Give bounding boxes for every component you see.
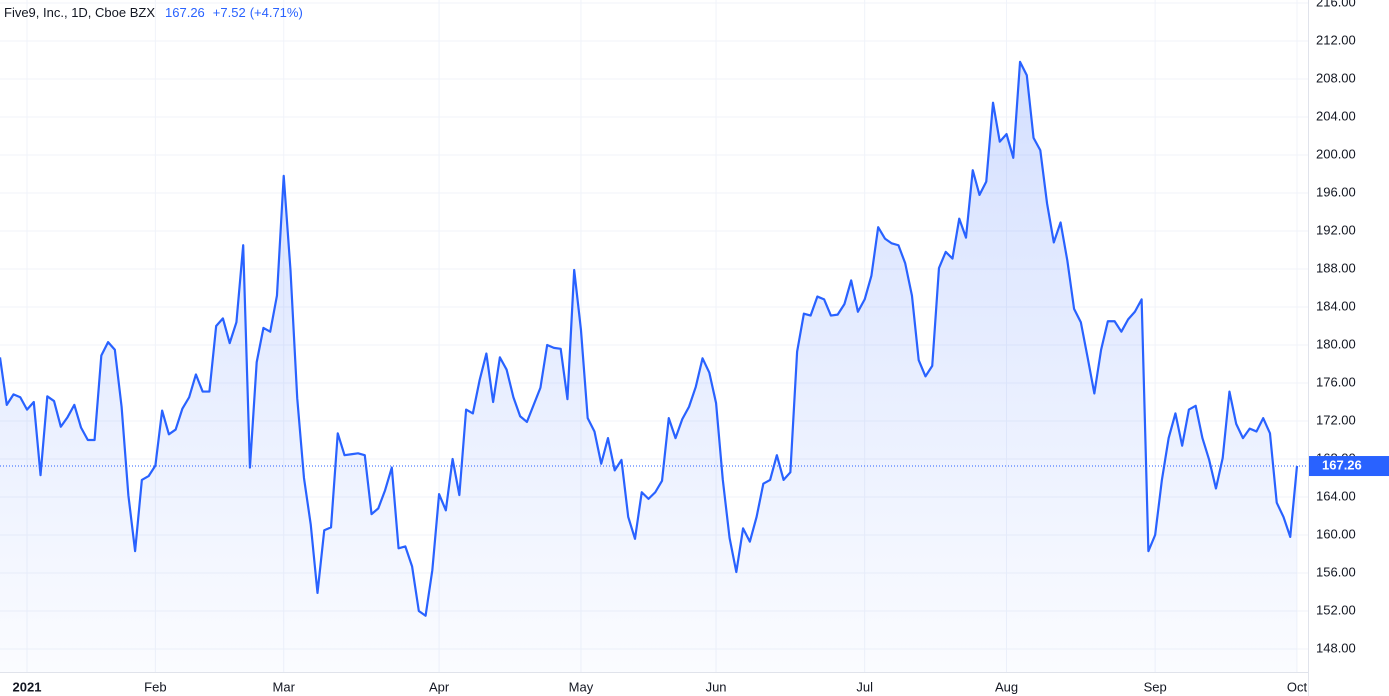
x-tick-label: Feb [144, 679, 166, 694]
price-change: +7.52 [213, 5, 246, 20]
plot-area [0, 60, 1308, 672]
y-tick-label: 180.00 [1316, 336, 1356, 351]
y-tick-label: 152.00 [1316, 602, 1356, 617]
y-tick-label: 184.00 [1316, 298, 1356, 313]
y-tick-label: 164.00 [1316, 488, 1356, 503]
y-tick-label: 160.00 [1316, 526, 1356, 541]
last-price-badge [1309, 456, 1389, 477]
y-tick-label: 156.00 [1316, 564, 1356, 579]
x-tick-label: Sep [1144, 679, 1167, 694]
x-tick-label: Aug [995, 679, 1018, 694]
y-tick-label: 172.00 [1316, 412, 1356, 427]
x-tick-label: Oct [1287, 679, 1308, 694]
y-tick-label: 212.00 [1316, 32, 1356, 47]
y-tick-label: 188.00 [1316, 260, 1356, 275]
legend-header: Five9, Inc., 1D, Cboe BZX 167.26 +7.52 (+4.… [4, 5, 303, 20]
x-tick-label: Jul [856, 679, 873, 694]
y-tick-label: 196.00 [1316, 184, 1356, 199]
x-tick-label: Mar [273, 679, 296, 694]
y-tick-label: 200.00 [1316, 146, 1356, 161]
last-price-label: 167.26 [1322, 457, 1362, 472]
x-tick-label: Jun [706, 679, 727, 694]
y-tick-label: 148.00 [1316, 640, 1356, 655]
price-area [0, 61, 1297, 672]
symbol-title: Five9, Inc., 1D, Cboe BZX [4, 5, 155, 20]
price-change-pct: (+4.71%) [250, 5, 303, 20]
x-tick-label: May [569, 679, 594, 694]
y-tick-label: 176.00 [1316, 374, 1356, 389]
price-line [0, 60, 1299, 617]
y-tick-label: 208.00 [1316, 70, 1356, 85]
x-tick-label: Apr [429, 679, 450, 694]
x-tick-label: 2021 [13, 679, 42, 694]
y-tick-label: 204.00 [1316, 108, 1356, 123]
last-price: 167.26 [165, 5, 205, 20]
y-tick-label: 192.00 [1316, 222, 1356, 237]
y-tick-label: 216.00 [1316, 0, 1356, 9]
axes: 148.00152.00156.00160.00164.00168.00172.… [13, 0, 1389, 694]
